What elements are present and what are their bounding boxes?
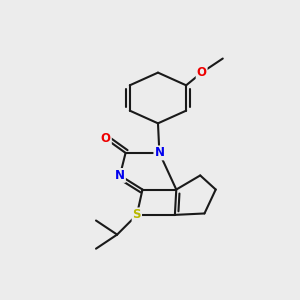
Text: S: S <box>133 208 141 221</box>
Text: O: O <box>196 66 207 79</box>
Text: N: N <box>154 146 164 159</box>
Text: O: O <box>101 132 111 145</box>
Text: N: N <box>115 169 125 182</box>
